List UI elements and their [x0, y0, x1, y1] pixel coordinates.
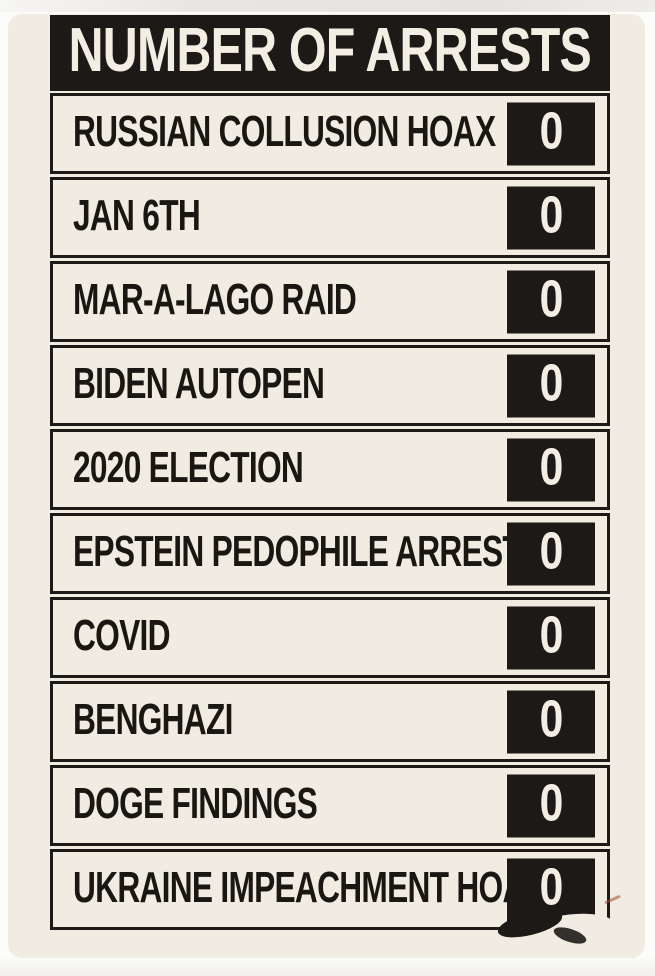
- row-label: MAR-A-LAGO RAID: [73, 274, 357, 324]
- row-label: BIDEN AUTOPEN: [73, 358, 325, 408]
- value-text: 0: [539, 438, 563, 496]
- value-text: 0: [539, 774, 563, 832]
- table-row: EPSTEIN PEDOPHILE ARRESTS 0: [50, 513, 610, 594]
- row-label: UKRAINE IMPEACHMENT HOAX: [73, 862, 546, 912]
- table-row: BIDEN AUTOPEN 0: [50, 345, 610, 426]
- photo-top-band: [0, 0, 655, 12]
- photo-bottom-shade: [0, 956, 655, 976]
- value-badge: 0: [507, 606, 595, 669]
- table-row: BENGHAZI 0: [50, 681, 610, 762]
- row-label: COVID: [73, 610, 170, 660]
- table-row: COVID 0: [50, 597, 610, 678]
- value-badge: 0: [507, 774, 595, 837]
- value-text: 0: [539, 102, 563, 160]
- scoreboard-card: NUMBER OF ARRESTS RUSSIAN COLLUSION HOAX…: [8, 14, 645, 958]
- value-badge: 0: [507, 102, 595, 165]
- row-label: JAN 6TH: [73, 190, 201, 240]
- table-row: DOGE FINDINGS 0: [50, 765, 610, 846]
- table-row: 2020 ELECTION 0: [50, 429, 610, 510]
- table-row: JAN 6TH 0: [50, 177, 610, 258]
- row-label: 2020 ELECTION: [73, 442, 304, 492]
- value-text: 0: [539, 186, 563, 244]
- title-bar: NUMBER OF ARRESTS: [50, 15, 610, 91]
- row-label: DOGE FINDINGS: [73, 778, 318, 828]
- value-badge: 0: [507, 354, 595, 417]
- value-text: 0: [539, 690, 563, 748]
- value-badge: 0: [507, 522, 595, 585]
- table-row: RUSSIAN COLLUSION HOAX 0: [50, 93, 610, 174]
- value-text: 0: [539, 858, 563, 916]
- arrests-table: NUMBER OF ARRESTS RUSSIAN COLLUSION HOAX…: [50, 15, 617, 954]
- table-row: UKRAINE IMPEACHMENT HOAX 0: [50, 849, 617, 954]
- page-title: NUMBER OF ARRESTS: [68, 16, 592, 85]
- table-rows: RUSSIAN COLLUSION HOAX 0 JAN 6TH 0 MAR-A…: [50, 93, 617, 954]
- value-text: 0: [539, 354, 563, 412]
- value-badge: 0: [507, 438, 595, 501]
- row-label: RUSSIAN COLLUSION HOAX: [73, 106, 496, 156]
- value-badge: 0: [507, 690, 595, 753]
- value-text: 0: [539, 270, 563, 328]
- row-label: BENGHAZI: [73, 694, 233, 744]
- value-text: 0: [539, 606, 563, 664]
- row-label: EPSTEIN PEDOPHILE ARRESTS: [73, 526, 542, 576]
- value-text: 0: [539, 522, 563, 580]
- table-row: MAR-A-LAGO RAID 0: [50, 261, 610, 342]
- value-badge: 0: [507, 186, 595, 249]
- value-badge: 0: [507, 270, 595, 333]
